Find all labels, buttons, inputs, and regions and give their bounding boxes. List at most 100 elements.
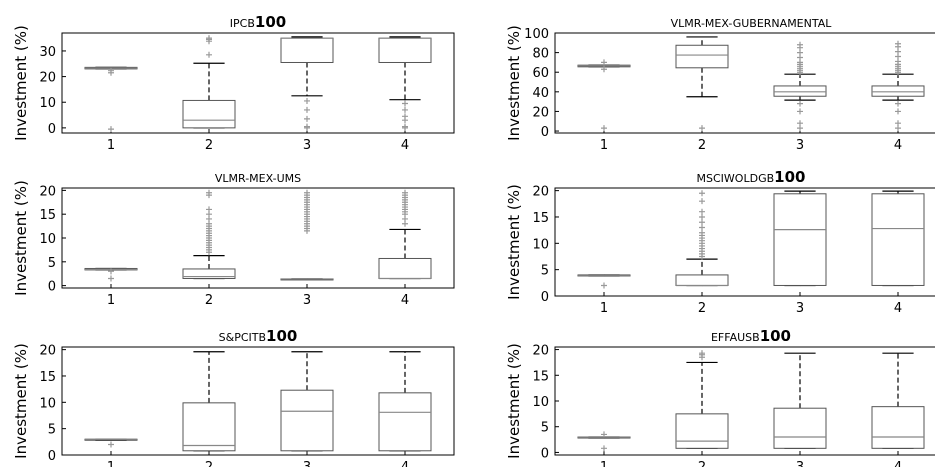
iqr-box bbox=[182, 402, 236, 452]
outlier-point bbox=[699, 190, 705, 197]
y-tick-label: 5 bbox=[48, 256, 56, 271]
iqr-box bbox=[871, 193, 925, 286]
box-2 bbox=[182, 189, 236, 280]
chart-panel-1: IPCB100 Investment (%) 0 10 20 30 1 2 3 4 bbox=[12, 13, 455, 153]
x-tick-label: 1 bbox=[600, 138, 608, 153]
outlier-point bbox=[699, 219, 705, 226]
chart-panel-6: EFFAUSB100 Investment (%) 0 5 10 15 20 1 2 3 4 bbox=[505, 327, 935, 467]
iqr-box bbox=[773, 407, 827, 449]
outlier-point bbox=[699, 213, 705, 220]
box-4 bbox=[378, 351, 432, 452]
x-tick-label: 2 bbox=[698, 460, 706, 467]
y-tick-label: 5 bbox=[541, 421, 549, 436]
box-1 bbox=[84, 66, 138, 133]
chart-title: MSCIWOLDGB100 bbox=[697, 168, 806, 186]
outlier-point bbox=[304, 189, 310, 196]
box-1 bbox=[577, 274, 631, 289]
x-tick-label: 3 bbox=[303, 293, 311, 308]
outlier-point bbox=[402, 189, 408, 196]
y-axis-label: Investment (%) bbox=[12, 25, 30, 141]
chart-panel-5: S&PCITB100 Investment (%) 0 5 10 15 20 1 2 3 4 bbox=[12, 327, 455, 467]
y-tick-label: 30 bbox=[39, 45, 56, 60]
y-tick-label: 10 bbox=[39, 232, 56, 247]
y-tick-label: 0 bbox=[541, 290, 549, 305]
box-4 bbox=[871, 190, 925, 287]
iqr-box bbox=[675, 274, 729, 286]
y-tick-label: 20 bbox=[39, 184, 56, 199]
plot-frame bbox=[61, 32, 455, 134]
outlier-point bbox=[402, 123, 408, 130]
chart-title: VLMR-MEX-UMS bbox=[215, 172, 301, 185]
iqr-box bbox=[378, 257, 432, 279]
outlier-point bbox=[699, 229, 705, 236]
box-3 bbox=[280, 36, 334, 131]
box-1 bbox=[577, 59, 631, 132]
y-axis-label: Investment (%) bbox=[12, 180, 30, 296]
box-4 bbox=[871, 40, 925, 132]
x-tick-label: 3 bbox=[303, 460, 311, 467]
box-2 bbox=[182, 35, 236, 129]
outlier-point bbox=[895, 120, 901, 127]
outlier-point bbox=[108, 126, 114, 133]
y-tick-label: 0 bbox=[48, 280, 56, 295]
y-tick-label: 40 bbox=[532, 86, 549, 101]
y-tick-label: 10 bbox=[532, 237, 549, 252]
outlier-point bbox=[402, 106, 408, 113]
x-tick-label: 2 bbox=[698, 301, 706, 316]
y-tick-label: 20 bbox=[532, 344, 549, 359]
outlier-point bbox=[402, 100, 408, 107]
x-tick-label: 4 bbox=[401, 460, 409, 467]
chart-title-suffix: 100 bbox=[255, 13, 286, 31]
y-tick-label: 100 bbox=[524, 27, 549, 42]
outlier-point bbox=[304, 115, 310, 122]
chart-title-prefix: VLMR-MEX-UMS bbox=[215, 172, 301, 185]
outlier-point bbox=[797, 100, 803, 107]
box-2 bbox=[675, 36, 729, 132]
outlier-point bbox=[895, 40, 901, 47]
y-tick-label: 10 bbox=[39, 396, 56, 411]
outlier-point bbox=[895, 108, 901, 115]
box-3 bbox=[280, 189, 334, 281]
outlier-point bbox=[601, 59, 607, 66]
chart-title-prefix: VLMR-MEX-GUBERNAMENTAL bbox=[671, 17, 833, 30]
y-tick-label: 15 bbox=[532, 211, 549, 226]
outlier-point bbox=[304, 106, 310, 113]
outlier-point bbox=[797, 41, 803, 48]
x-tick-label: 1 bbox=[107, 138, 115, 153]
x-tick-label: 4 bbox=[894, 138, 902, 153]
outlier-point bbox=[108, 268, 114, 275]
iqr-box bbox=[871, 85, 925, 97]
outlier-point bbox=[108, 441, 114, 448]
box-1 bbox=[84, 267, 138, 282]
box-3 bbox=[773, 41, 827, 132]
iqr-box bbox=[378, 392, 432, 452]
y-tick-label: 0 bbox=[541, 125, 549, 140]
y-axis-label: Investment (%) bbox=[505, 25, 523, 141]
x-tick-label: 3 bbox=[796, 460, 804, 467]
y-tick-label: 80 bbox=[532, 47, 549, 62]
x-tick-label: 1 bbox=[107, 293, 115, 308]
y-tick-label: 60 bbox=[532, 66, 549, 81]
x-tick-label: 4 bbox=[894, 460, 902, 467]
y-tick-label: 0 bbox=[48, 449, 56, 464]
y-tick-label: 0 bbox=[48, 122, 56, 137]
chart-title-prefix: EFFAUSB bbox=[711, 331, 760, 344]
chart-title-suffix: 100 bbox=[760, 327, 791, 345]
x-tick-label: 4 bbox=[894, 301, 902, 316]
y-tick-label: 20 bbox=[39, 344, 56, 359]
box-1 bbox=[577, 431, 631, 452]
chart-title-prefix: MSCIWOLDGB bbox=[697, 172, 775, 185]
box-2 bbox=[675, 190, 729, 287]
chart-title: EFFAUSB100 bbox=[711, 327, 791, 345]
box-2 bbox=[182, 351, 236, 452]
x-tick-label: 3 bbox=[303, 138, 311, 153]
box-4 bbox=[871, 352, 925, 449]
chart-title-suffix: 100 bbox=[774, 168, 805, 186]
iqr-box bbox=[378, 37, 432, 63]
outlier-point bbox=[601, 66, 607, 73]
box-4 bbox=[378, 36, 432, 131]
x-tick-label: 2 bbox=[205, 460, 213, 467]
chart-title: S&PCITB100 bbox=[219, 327, 298, 345]
outlier-point bbox=[108, 275, 114, 282]
